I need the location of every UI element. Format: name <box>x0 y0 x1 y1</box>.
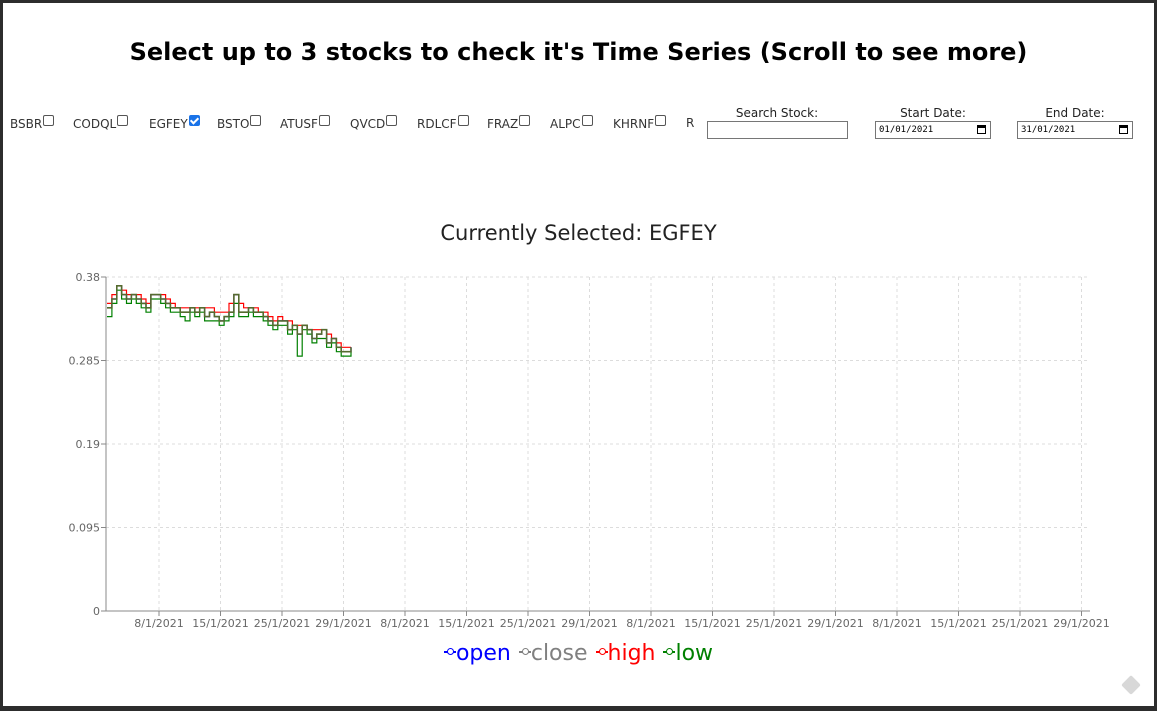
x-tick-label: 25/1/2021 <box>992 617 1048 630</box>
stock-label: QVCD <box>350 117 386 131</box>
x-tick-label: 8/1/2021 <box>380 617 429 630</box>
stock-label: RDLCF <box>417 117 457 131</box>
y-tick-label: 0.38 <box>76 271 101 284</box>
legend-marker-icon <box>518 647 531 657</box>
x-tick-label: 25/1/2021 <box>746 617 802 630</box>
stock-item-bsbr[interactable]: BSBR <box>10 115 55 132</box>
calendar-icon[interactable] <box>1119 125 1128 134</box>
legend-item-low[interactable]: low <box>663 641 713 666</box>
legend-item-close[interactable]: close <box>518 641 588 666</box>
start-date-input[interactable]: 01/01/2021 <box>875 121 991 139</box>
series-line-low <box>107 289 352 357</box>
legend-label: high <box>607 641 656 666</box>
stock-item-rdlcf[interactable]: RDLCF <box>417 115 469 132</box>
legend-label: low <box>675 641 714 666</box>
stock-checkbox[interactable] <box>386 115 398 126</box>
stock-label: R <box>686 116 695 130</box>
legend-item-high[interactable]: high <box>595 641 656 666</box>
y-tick-label: 0 <box>93 605 100 618</box>
x-tick-label: 15/1/2021 <box>684 617 740 630</box>
stock-checkbox[interactable] <box>250 115 262 126</box>
stock-checkbox[interactable] <box>318 115 330 126</box>
stock-label: ALPC <box>550 117 581 131</box>
end-date-label: End Date: <box>1045 106 1105 120</box>
legend-marker-icon <box>595 647 608 657</box>
x-tick-label: 29/1/2021 <box>1053 617 1109 630</box>
x-tick-label: 15/1/2021 <box>438 617 494 630</box>
legend-label: open <box>455 641 511 666</box>
stock-item-bsto[interactable]: BSTO <box>217 115 262 132</box>
end-date-input[interactable]: 31/01/2021 <box>1017 121 1133 139</box>
stock-item-atusf[interactable]: ATUSF <box>280 115 330 132</box>
stock-label: KHRNF <box>613 117 655 131</box>
y-tick-label: 0.095 <box>69 522 101 535</box>
start-date-value: 01/01/2021 <box>879 125 934 135</box>
stock-item-egfey[interactable]: EGFEY <box>149 115 200 132</box>
stock-checkbox[interactable] <box>581 115 593 126</box>
calendar-icon[interactable] <box>977 125 986 134</box>
start-date-label: Start Date: <box>900 106 966 120</box>
chart-legend: open close high low <box>3 641 1154 666</box>
stock-checkbox[interactable] <box>43 115 55 126</box>
x-tick-label: 15/1/2021 <box>930 617 986 630</box>
x-tick-label: 8/1/2021 <box>626 617 675 630</box>
search-input[interactable] <box>707 121 848 139</box>
stock-checkbox[interactable] <box>457 115 469 126</box>
stock-label: FRAZ <box>487 117 519 131</box>
x-tick-label: 29/1/2021 <box>315 617 371 630</box>
stock-checkbox[interactable] <box>188 115 200 126</box>
stock-item-alpc[interactable]: ALPC <box>550 115 593 132</box>
y-tick-label: 0.285 <box>69 355 101 368</box>
x-tick-label: 8/1/2021 <box>872 617 921 630</box>
stock-label: BSBR <box>10 117 43 131</box>
x-tick-label: 25/1/2021 <box>254 617 310 630</box>
stock-label: CODQL <box>73 117 117 131</box>
stock-label: EGFEY <box>149 117 188 131</box>
legend-marker-icon <box>663 647 676 657</box>
x-tick-label: 8/1/2021 <box>134 617 183 630</box>
legend-label: close <box>530 641 588 666</box>
stock-item-khrnf[interactable]: KHRNF <box>613 115 667 132</box>
search-label: Search Stock: <box>735 106 819 120</box>
legend-marker-icon <box>443 647 456 657</box>
page-title: Select up to 3 stocks to check it's Time… <box>129 38 1028 66</box>
stock-checkbox[interactable] <box>519 115 531 126</box>
x-tick-label: 29/1/2021 <box>561 617 617 630</box>
stock-label: BSTO <box>217 117 250 131</box>
x-tick-label: 25/1/2021 <box>500 617 556 630</box>
series-line-close <box>107 285 352 353</box>
x-tick-label: 15/1/2021 <box>192 617 248 630</box>
page-frame: Select up to 3 stocks to check it's Time… <box>3 3 1154 706</box>
chart-title: Currently Selected: EGFEY <box>440 221 717 245</box>
stock-item-codql[interactable]: CODQL <box>73 115 129 132</box>
time-series-chart: 0 0.095 0.19 0.285 0.38 8/1/2021 15/1/2021 25/1… <box>69 271 1110 630</box>
end-date-value: 31/01/2021 <box>1021 125 1076 135</box>
stock-label: ATUSF <box>280 117 318 131</box>
stock-checkbox[interactable] <box>655 115 667 126</box>
stock-item-fraz[interactable]: FRAZ <box>487 115 531 132</box>
stock-checkbox[interactable] <box>117 115 129 126</box>
y-tick-label: 0.19 <box>76 438 101 451</box>
x-tick-label: 29/1/2021 <box>807 617 863 630</box>
legend-item-open[interactable]: open <box>443 641 511 666</box>
stock-item-qvcd[interactable]: QVCD <box>350 115 398 132</box>
stock-item-r[interactable]: R <box>686 115 694 131</box>
